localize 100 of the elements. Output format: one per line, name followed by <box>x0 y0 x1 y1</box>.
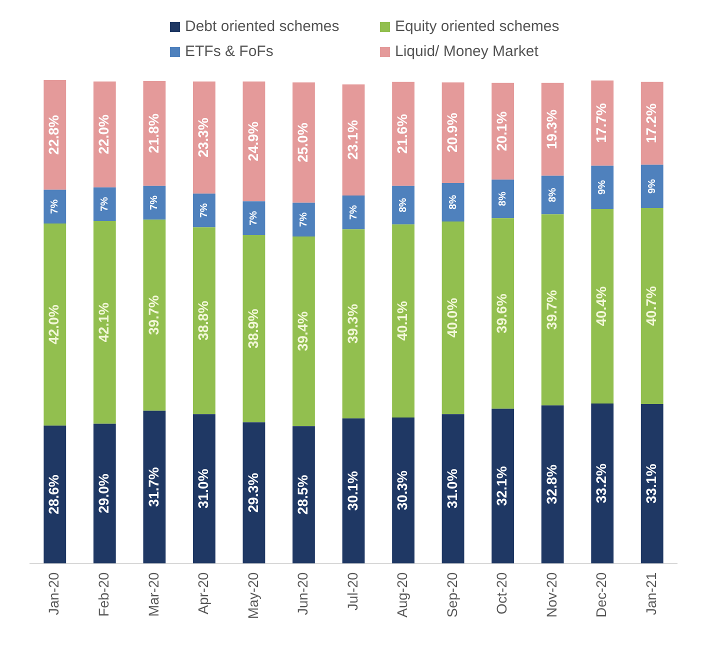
data-label: 32.8% <box>543 464 560 504</box>
data-label: 7% <box>298 212 310 227</box>
bar <box>541 82 564 176</box>
x-tick-label: Oct-20 <box>494 572 510 614</box>
legend-label: Liquid/ Money Market <box>395 43 538 60</box>
data-label: 21.6% <box>394 114 410 154</box>
bar <box>242 422 266 564</box>
x-tick-label: Jan-20 <box>46 572 62 616</box>
data-label: 7% <box>348 205 360 220</box>
data-label: 7% <box>50 199 61 214</box>
bar <box>242 81 266 202</box>
x-tick-label: Jul-20 <box>344 572 360 610</box>
data-label: 20.1% <box>494 110 510 152</box>
bar <box>442 183 464 222</box>
bar <box>342 418 365 564</box>
bar <box>143 186 166 220</box>
data-label: 32.1% <box>494 466 510 506</box>
legend-label: ETFs & FoFs <box>185 43 274 60</box>
bar <box>93 187 116 222</box>
bar <box>93 221 116 424</box>
bar <box>591 166 614 210</box>
data-label: 22.0% <box>96 114 112 154</box>
data-label: 33.2% <box>593 463 610 504</box>
data-label: 31.0% <box>444 468 460 509</box>
data-label: 8% <box>448 194 459 210</box>
data-label: 9% <box>597 180 608 195</box>
data-label: 42.0% <box>46 304 62 344</box>
data-label: 42.1% <box>96 302 112 342</box>
bar <box>392 224 414 418</box>
bar <box>143 80 166 186</box>
bar <box>591 403 614 564</box>
bar <box>392 186 414 224</box>
bar <box>640 82 664 165</box>
bar <box>93 424 116 564</box>
data-label: 31.0% <box>195 468 212 509</box>
data-label: 28.6% <box>46 474 62 514</box>
bar <box>342 229 365 418</box>
data-label: 40.0% <box>444 297 460 338</box>
data-label: 39.6% <box>494 293 510 334</box>
data-label: 40.4% <box>593 286 610 326</box>
x-tick-label: Feb-20 <box>96 572 112 617</box>
data-label: 39.7% <box>543 289 560 330</box>
data-label: 39.7% <box>145 294 162 336</box>
bar <box>492 218 514 409</box>
data-label: 28.5% <box>294 474 311 515</box>
x-tick-label: Sep-20 <box>444 572 460 618</box>
data-label: 30.3% <box>394 470 410 510</box>
bar <box>242 235 266 422</box>
data-label: 29.0% <box>96 473 112 514</box>
data-label: 7% <box>248 210 260 226</box>
legend-label: Equity oriented schemes <box>395 18 560 35</box>
data-label: 23.3% <box>195 117 212 158</box>
bar <box>342 196 365 230</box>
data-label: 38.8% <box>195 300 212 341</box>
x-tick-label: Aug-20 <box>394 572 410 618</box>
bar <box>640 208 664 404</box>
data-label: 30.1% <box>344 470 360 511</box>
bar <box>192 194 216 228</box>
bar <box>442 414 464 564</box>
bar <box>392 82 414 186</box>
bar <box>292 236 315 426</box>
bar <box>143 410 166 564</box>
bar <box>492 82 514 180</box>
x-tick-label: Mar-20 <box>145 572 162 617</box>
bar <box>242 201 266 236</box>
bar <box>143 220 166 411</box>
data-label: 40.7% <box>642 286 659 326</box>
x-tick-label: Jan-21 <box>642 572 659 616</box>
data-label: 33.1% <box>642 463 659 504</box>
data-label: 23.1% <box>344 120 360 160</box>
data-label: 19.3% <box>543 108 560 150</box>
bar <box>492 180 514 218</box>
bar <box>93 81 116 188</box>
bar <box>292 202 315 236</box>
bar <box>640 404 664 564</box>
data-label: 8% <box>547 188 558 202</box>
data-label: 8% <box>498 192 509 206</box>
bar <box>342 84 365 196</box>
data-label: 39.3% <box>344 303 360 344</box>
data-label: 7% <box>99 196 110 212</box>
legend-label: Debt oriented schemes <box>185 18 340 35</box>
bar <box>292 82 315 203</box>
data-label: 9% <box>646 179 658 194</box>
data-label: 22.8% <box>46 114 62 155</box>
bar <box>44 80 66 190</box>
data-label: 39.4% <box>294 310 311 352</box>
bar <box>591 80 614 166</box>
bar <box>44 426 66 564</box>
bar <box>192 81 216 194</box>
x-tick-label: Nov-20 <box>543 572 560 618</box>
data-label: 38.9% <box>244 308 261 348</box>
bar <box>44 223 66 426</box>
x-tick-label: Dec-20 <box>593 572 610 618</box>
x-tick-label: May-20 <box>244 572 261 620</box>
bar <box>292 426 315 564</box>
data-label: 21.8% <box>145 113 162 154</box>
bar <box>492 408 514 564</box>
data-label: 20.9% <box>444 112 460 153</box>
bar <box>541 176 564 214</box>
x-tick-label: Jun-20 <box>294 572 311 616</box>
